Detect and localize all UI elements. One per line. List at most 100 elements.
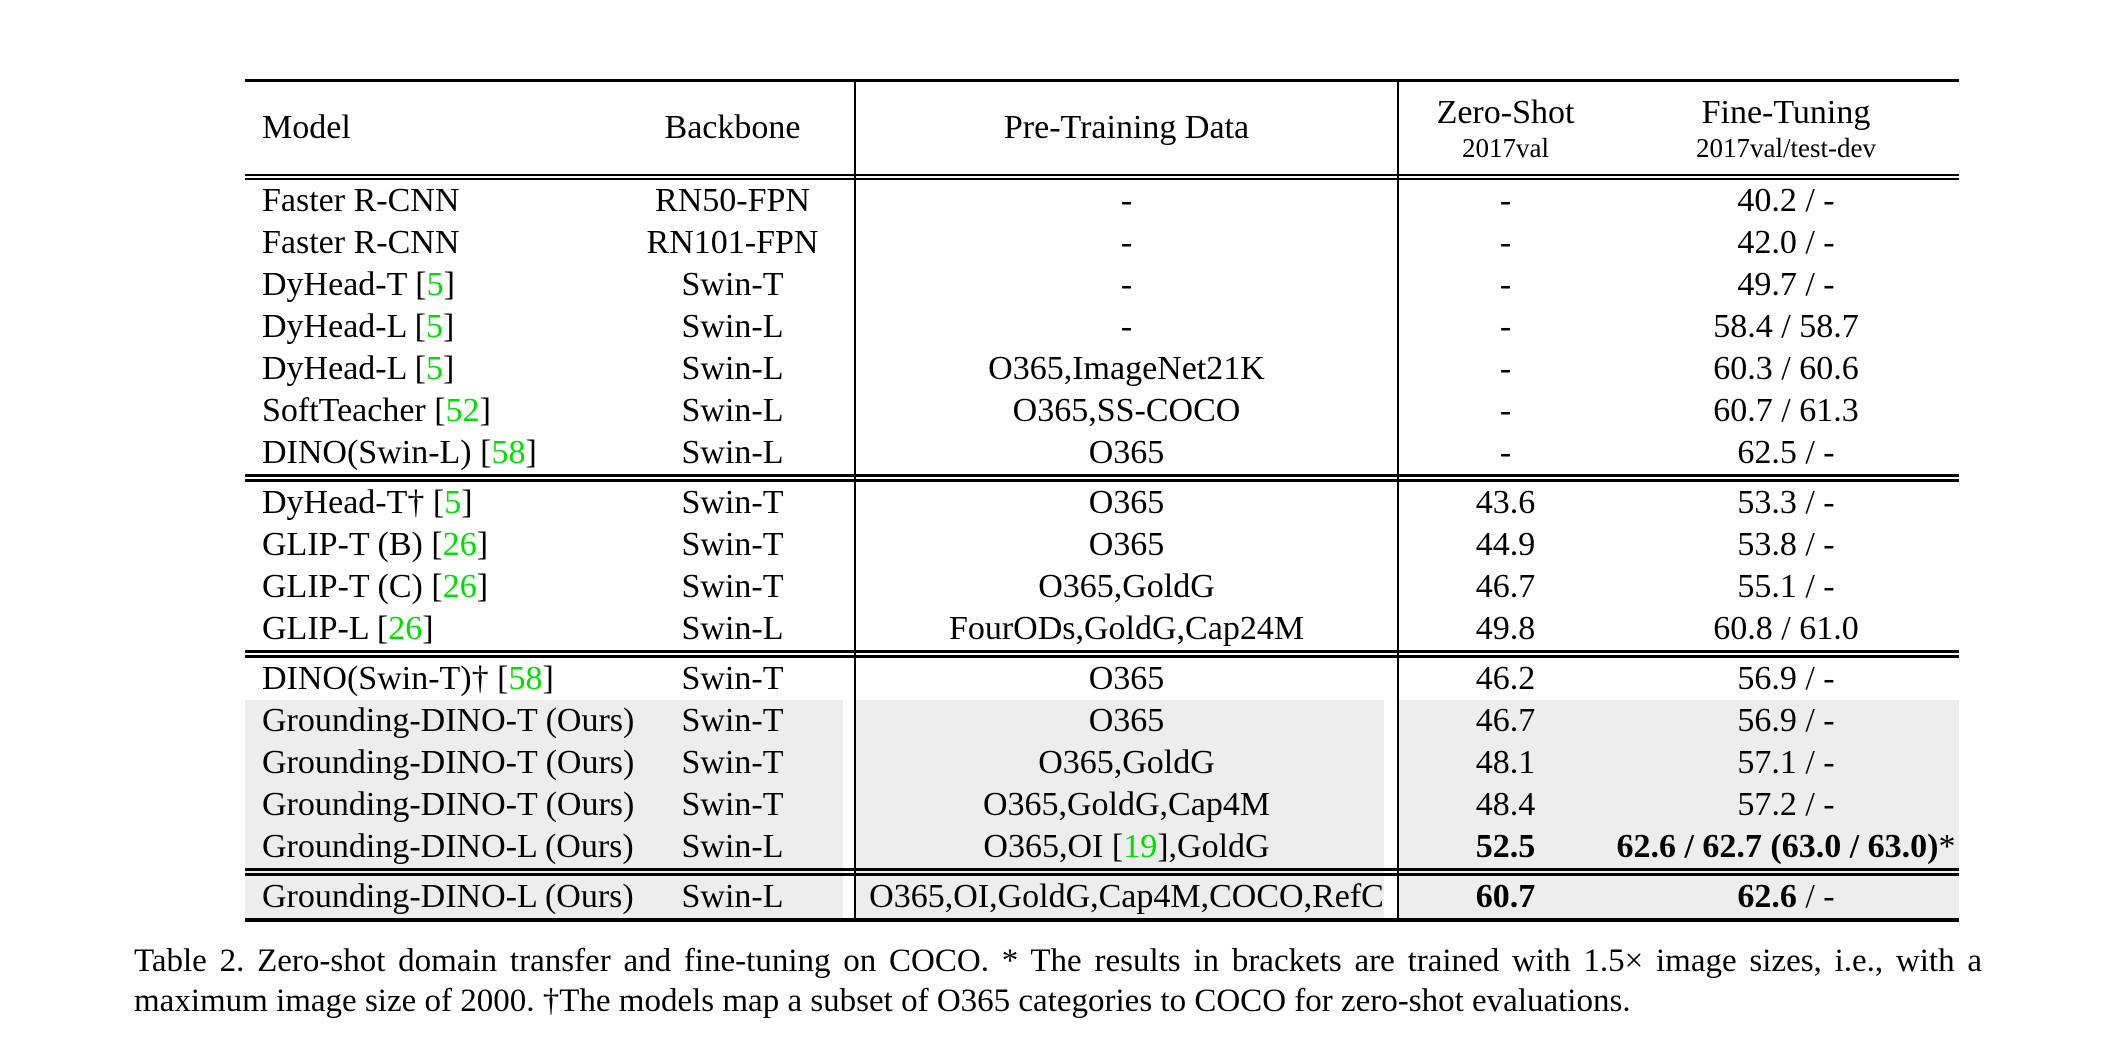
cell-text: Grounding-DINO-T (Ours) xyxy=(262,702,635,739)
cell-text: 53.8 / - xyxy=(1737,526,1835,563)
finetune-cell: 49.7 / - xyxy=(1613,264,1959,306)
zeroshot-cell: 46.7 xyxy=(1398,566,1613,608)
cell-text: 43.6 xyxy=(1475,484,1536,521)
cell-text: O365,OI,GoldG,Cap4M,COCO,RefC xyxy=(869,878,1384,915)
cell-text: 42.0 / - xyxy=(1737,224,1835,261)
cell-text: Grounding-DINO-T (Ours) xyxy=(262,744,635,781)
zeroshot-cell: 43.6 xyxy=(1398,474,1613,524)
finetune-cell: 40.2 / - xyxy=(1613,180,1959,222)
pretrain-cell: - xyxy=(855,306,1398,348)
model-cell: SoftTeacher [52] xyxy=(245,390,610,432)
col-header-zeroshot: Zero-Shot 2017val xyxy=(1398,82,1613,180)
finetune-cell: 60.8 / 61.0 xyxy=(1613,608,1959,650)
citation-number: 26 xyxy=(442,568,477,605)
col-header-pretrain: Pre-Training Data xyxy=(855,82,1398,180)
results-table-wrap: Model Backbone Pre-Training Data Zero-Sh… xyxy=(245,79,1959,922)
zeroshot-cell: 60.7 xyxy=(1398,868,1613,922)
cell-text: Swin-L xyxy=(681,308,784,345)
cell-text: DyHead-L [ xyxy=(262,308,426,345)
zeroshot-cell: - xyxy=(1398,348,1613,390)
cell-text: ],GoldG xyxy=(1157,828,1270,865)
finetune-cell: 57.1 / - xyxy=(1613,742,1959,784)
citation-number: 26 xyxy=(442,526,477,563)
citation-number: 5 xyxy=(426,266,444,303)
cell-text: - xyxy=(1499,392,1512,429)
zeroshot-cell: 44.9 xyxy=(1398,524,1613,566)
zeroshot-cell: 49.8 xyxy=(1398,608,1613,650)
pretrain-cell: - xyxy=(855,222,1398,264)
backbone-cell: Swin-T xyxy=(610,784,855,826)
table-row: GLIP-L [26] Swin-L FourODs,GoldG,Cap24M 49.… xyxy=(245,608,1959,650)
cell-text: Grounding-DINO-T (Ours) xyxy=(262,786,635,823)
citation-number: 52 xyxy=(445,392,480,429)
backbone-cell: Swin-T xyxy=(610,474,855,524)
table-row: DyHead-L [5] Swin-L - - 58.4 / 58.7 xyxy=(245,306,1959,348)
model-cell: DyHead-L [5] xyxy=(245,348,610,390)
finetune-cell: 56.9 / - xyxy=(1613,650,1959,700)
model-cell: Grounding-DINO-L (Ours) xyxy=(245,826,634,868)
zeroshot-cell: 46.2 xyxy=(1398,650,1613,700)
model-cell: DyHead-T† [5] xyxy=(245,474,610,524)
cell-text: 58.4 / 58.7 xyxy=(1713,308,1859,345)
cell-text: 57.2 / - xyxy=(1737,786,1835,823)
citation-number: 26 xyxy=(388,610,423,647)
cell-text: Faster R-CNN xyxy=(262,224,460,261)
cell-text: O365 xyxy=(1088,434,1165,471)
backbone-cell: Swin-L xyxy=(610,868,855,922)
cell-text: Swin-T xyxy=(681,660,784,697)
cell-text: 62.6 / 62.7 (63.0 / 63.0) xyxy=(1616,828,1939,865)
cell-text: ] xyxy=(525,434,537,471)
pretrain-cell: - xyxy=(855,264,1398,306)
backbone-cell: Swin-T xyxy=(610,524,855,566)
zeroshot-cell: - xyxy=(1398,390,1613,432)
table-row: Grounding-DINO-T (Ours) Swin-T O365,GoldG 4… xyxy=(245,742,1959,784)
cell-text: - xyxy=(1499,308,1512,345)
finetune-cell: 60.7 / 61.3 xyxy=(1613,390,1959,432)
backbone-cell: Swin-L xyxy=(610,348,855,390)
zeroshot-cell: - xyxy=(1398,432,1613,474)
col-header-backbone: Backbone xyxy=(610,82,855,180)
pretrain-cell: O365 xyxy=(855,524,1398,566)
cell-text: O365,ImageNet21K xyxy=(988,350,1265,387)
cell-text: 46.7 xyxy=(1475,702,1536,739)
backbone-cell: Swin-T xyxy=(610,566,855,608)
cell-text: O365 xyxy=(1088,702,1165,739)
cell-text: - xyxy=(1499,350,1512,387)
backbone-cell: Swin-T xyxy=(610,650,855,700)
cell-text: 46.2 xyxy=(1475,660,1536,697)
zeroshot-cell: 48.1 xyxy=(1398,742,1613,784)
citation-number: 58 xyxy=(508,660,543,697)
cell-text: Faster R-CNN xyxy=(262,182,460,219)
model-cell: Grounding-DINO-T (Ours) xyxy=(245,784,634,826)
pretrain-cell: O365 xyxy=(855,432,1398,474)
cell-text: Swin-L xyxy=(681,350,784,387)
table-row: DyHead-L [5] Swin-L O365,ImageNet21K - 60.3 … xyxy=(245,348,1959,390)
zeroshot-cell: 52.5 xyxy=(1398,826,1613,868)
cell-text: Swin-L xyxy=(681,434,784,471)
citation-number: 58 xyxy=(491,434,526,471)
cell-text: 60.8 / 61.0 xyxy=(1713,610,1859,647)
backbone-cell: Swin-L xyxy=(610,432,855,474)
table-row: SoftTeacher [52] Swin-L O365,SS-COCO - 60.7 … xyxy=(245,390,1959,432)
cell-text: O365,SS-COCO xyxy=(1012,392,1241,429)
cell-text: 60.3 / 60.6 xyxy=(1713,350,1859,387)
cell-text: O365,OI [ xyxy=(983,828,1124,865)
zeroshot-cell: - xyxy=(1398,264,1613,306)
finetune-cell: 58.4 / 58.7 xyxy=(1613,306,1959,348)
cell-text: 57.1 / - xyxy=(1737,744,1835,781)
finetune-cell: 60.3 / 60.6 xyxy=(1613,348,1959,390)
finetune-header-subtitle: 2017val/test-dev xyxy=(1696,132,1876,163)
table-row: Faster R-CNN RN101-FPN - - 42.0 / - xyxy=(245,222,1959,264)
pretrain-cell: O365,OI,GoldG,Cap4M,COCO,RefC xyxy=(855,868,1398,922)
cell-text: 49.8 xyxy=(1475,610,1536,647)
cell-text: * xyxy=(1938,828,1956,865)
cell-text: - xyxy=(1499,266,1512,303)
citation-number: 5 xyxy=(425,308,443,345)
table-row: GLIP-T (B) [26] Swin-T O365 44.9 53.8 / - xyxy=(245,524,1959,566)
cell-text: - xyxy=(1120,266,1133,303)
table-caption: Table 2. Zero-shot domain transfer and f… xyxy=(134,941,1982,1021)
pretrain-cell: - xyxy=(855,180,1398,222)
model-cell: DyHead-L [5] xyxy=(245,306,610,348)
backbone-cell: Swin-T xyxy=(610,742,855,784)
cell-text: Swin-T xyxy=(681,526,784,563)
